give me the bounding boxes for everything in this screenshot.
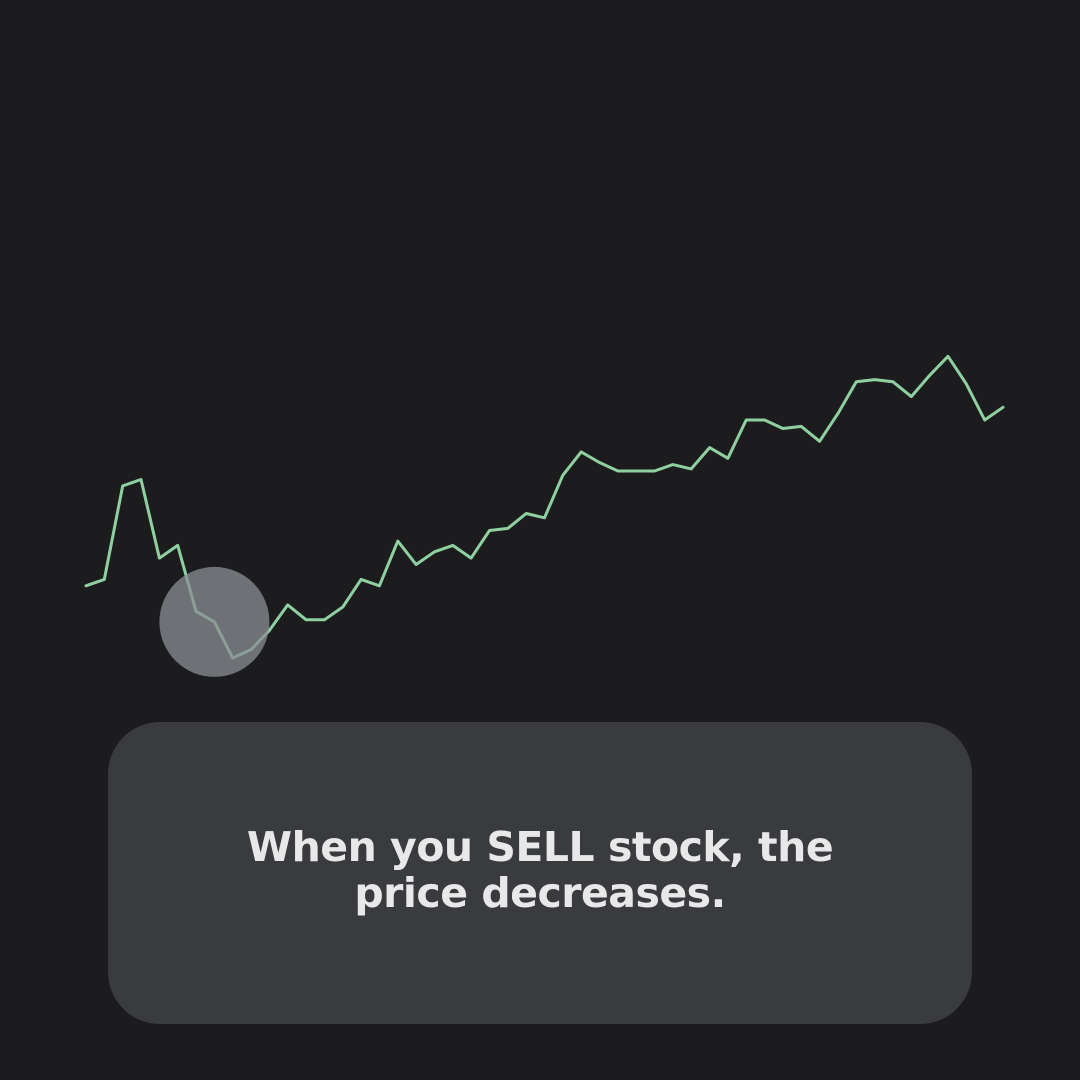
caption-card: When you SELL stock, the price decreases…: [108, 722, 972, 1024]
highlight-marker: [159, 566, 270, 677]
caption-text: When you SELL stock, the price decreases…: [246, 823, 834, 917]
